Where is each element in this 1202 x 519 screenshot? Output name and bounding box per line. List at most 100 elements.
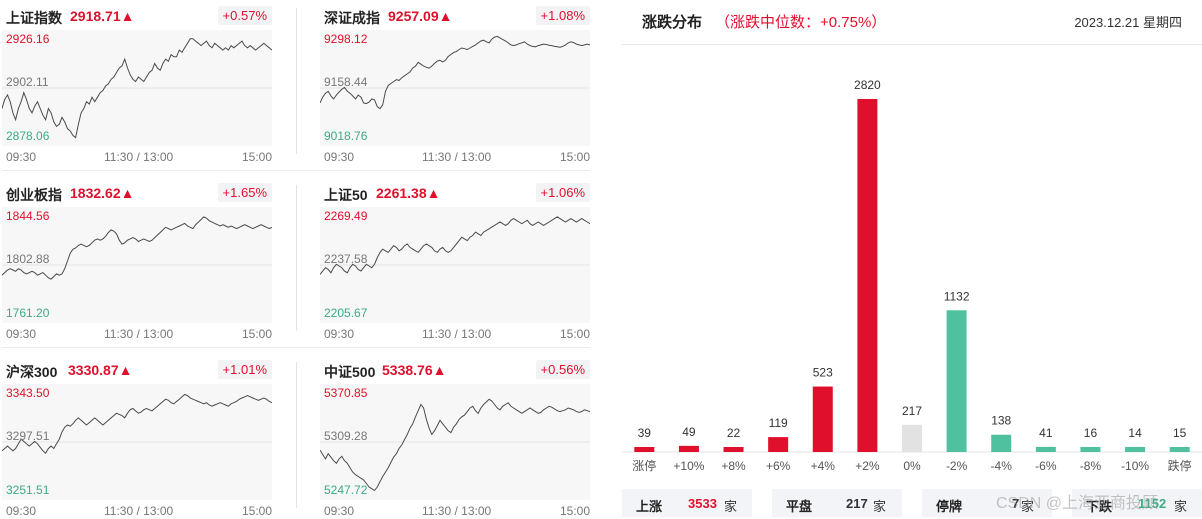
index-card-csi500[interactable]: 中证500 5338.76▲ +0.56% 5370.85 5309.28 52… (320, 356, 590, 519)
x-axis-tick-noon: 11:30 / 13:00 (422, 327, 492, 341)
index-name: 沪深300 (6, 364, 58, 380)
distribution-bar (634, 447, 655, 452)
column-divider (296, 8, 297, 154)
y-axis-high-label: 2926.16 (6, 32, 50, 46)
y-axis-low-label: 2878.06 (6, 129, 50, 143)
distribution-bar (1125, 447, 1146, 452)
y-axis-high-label: 1844.56 (6, 209, 50, 223)
index-change-badge: +1.08% (535, 6, 590, 25)
bar-value-label: 119 (769, 416, 788, 430)
intraday-line-chart (320, 216, 590, 275)
csdn-watermark: CSDN @上海亚商投顾 (996, 495, 1159, 512)
index-card-header: 沪深300 3330.87▲ +1.01% (2, 356, 272, 380)
x-axis-tick-open: 09:30 (6, 327, 37, 341)
footer-value: 3533 (688, 496, 717, 511)
distribution-bar (678, 445, 699, 452)
intraday-plot-area (2, 30, 272, 146)
index-card-chinext[interactable]: 创业板指 1832.62▲ +1.65% 1844.56 1802.88 176… (2, 179, 272, 349)
x-axis-tick-close: 15:00 (559, 327, 590, 341)
footer-unit: 家 (1174, 499, 1188, 514)
distribution-bar (902, 424, 922, 452)
y-axis-high-label: 2269.49 (324, 209, 368, 223)
category-tick-label: -6% (1035, 459, 1057, 473)
bar-value-label: 217 (902, 404, 922, 418)
x-axis-tick-open: 09:30 (6, 150, 37, 164)
bar-value-label: 1132 (944, 289, 970, 303)
intraday-line-chart (2, 38, 272, 139)
index-value: 3330.87▲ (68, 362, 133, 378)
index-card-header: 深证成指 9257.09▲ +1.08% (320, 2, 590, 26)
price-line (2, 216, 272, 280)
index-card-csi300[interactable]: 沪深300 3330.87▲ +1.01% 3343.50 3297.51 32… (2, 356, 272, 519)
index-card-szse[interactable]: 深证成指 9257.09▲ +1.08% 9298.12 9158.44 901… (320, 2, 590, 172)
category-tick-label: -2% (946, 459, 968, 473)
y-axis-mid-label: 9158.44 (324, 75, 368, 89)
x-axis-tick-open: 09:30 (324, 327, 355, 341)
x-axis-tick-close: 15:00 (559, 150, 590, 164)
index-card-header: 中证500 5338.76▲ +0.56% (320, 356, 590, 380)
category-tick-label: +8% (721, 459, 746, 473)
bar-value-label: 138 (991, 414, 1011, 428)
index-card-sse[interactable]: 上证指数 2918.71▲ +0.57% 2926.16 2902.11 287… (2, 2, 272, 172)
distribution-bar (857, 99, 878, 452)
y-axis-high-label: 9298.12 (324, 32, 368, 46)
x-axis-tick-close: 15:00 (241, 150, 272, 164)
distribution-bar (1080, 447, 1101, 452)
y-axis-mid-label: 3297.51 (6, 429, 50, 443)
bar-value-label: 15 (1173, 426, 1187, 440)
category-tick-label: 0% (903, 459, 921, 473)
y-axis-low-label: 9018.76 (324, 129, 368, 143)
distribution-bar (991, 434, 1012, 452)
footer-stat-suspended: 停牌 7 家 (922, 489, 1052, 517)
price-line (2, 393, 272, 454)
index-name: 深证成指 (324, 10, 380, 26)
intraday-plot-area (320, 207, 590, 323)
category-tick-label: +4% (811, 459, 836, 473)
intraday-line-chart (320, 35, 590, 110)
intraday-plot-area (320, 30, 590, 146)
y-axis-mid-label: 2902.11 (6, 75, 49, 89)
x-axis-tick-close: 15:00 (559, 504, 590, 518)
x-axis-tick-close: 15:00 (241, 504, 272, 518)
x-axis-tick-noon: 11:30 / 13:00 (104, 327, 174, 341)
bar-value-label: 14 (1128, 426, 1142, 440)
index-card-sse50[interactable]: 上证50 2261.38▲ +1.06% 2269.49 2237.58 220… (320, 179, 590, 349)
footer-label: 停牌 (936, 499, 963, 514)
distribution-bar (768, 437, 789, 452)
index-name: 上证50 (324, 187, 368, 203)
index-name: 上证指数 (6, 10, 62, 26)
index-change-badge: +1.06% (535, 183, 590, 202)
y-axis-low-label: 1761.20 (6, 306, 50, 320)
intraday-plot-area (2, 384, 272, 500)
intraday-line-chart (320, 398, 590, 492)
distribution-bar (812, 386, 833, 452)
x-axis-tick-noon: 11:30 / 13:00 (104, 150, 174, 164)
category-tick-label: -4% (991, 459, 1013, 473)
footer-value: 217 (846, 496, 868, 511)
index-card-header: 上证50 2261.38▲ +1.06% (320, 179, 590, 203)
footer-unit: 家 (1021, 499, 1035, 514)
bar-value-label: 49 (682, 425, 696, 439)
row-divider (2, 170, 590, 171)
distribution-bar (723, 447, 744, 452)
distribution-bar (946, 310, 967, 452)
footer-label: 下跌 (1086, 499, 1113, 514)
bar-value-label: 523 (813, 366, 833, 380)
column-divider (296, 362, 297, 508)
footer-unit: 家 (873, 499, 887, 514)
distribution-title: 涨跌分布 (642, 14, 703, 31)
index-change-badge: +0.56% (535, 360, 590, 379)
category-tick-label: -10% (1121, 459, 1149, 473)
footer-value: 1152 (1138, 496, 1167, 511)
index-value: 2261.38▲ (376, 185, 441, 201)
y-axis-mid-label: 1802.88 (6, 252, 50, 266)
distribution-bar (1035, 446, 1056, 452)
y-axis-mid-label: 5309.28 (324, 429, 368, 443)
index-change-badge: +1.01% (217, 360, 272, 379)
index-card-header: 上证指数 2918.71▲ +0.57% (2, 2, 272, 26)
distribution-bar-chart: 39 涨停 49 +10% 22 +8% 119 +6% 523 +4% 2820 +2% 217 0% 1… (622, 78, 1202, 473)
x-axis-tick-noon: 11:30 / 13:00 (422, 504, 492, 518)
index-value: 5338.76▲ (382, 362, 447, 378)
x-axis-tick-close: 15:00 (241, 327, 272, 341)
y-axis-low-label: 2205.67 (324, 306, 368, 320)
